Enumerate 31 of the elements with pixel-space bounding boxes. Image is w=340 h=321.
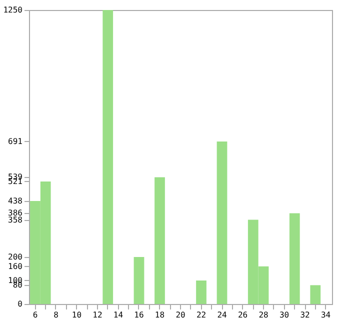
- bar: [154, 177, 165, 304]
- x-tick-label: 22: [196, 310, 206, 320]
- x-tick-label: 30: [279, 310, 290, 320]
- y-tick-label: 386: [8, 208, 23, 218]
- bar: [196, 280, 206, 304]
- x-tick-label: 34: [320, 310, 331, 320]
- x-tick-label: 24: [217, 310, 228, 320]
- bar: [310, 285, 321, 304]
- y-tick-label: 200: [8, 252, 23, 262]
- x-tick-label: 26: [238, 310, 248, 320]
- y-tick-label: 358: [8, 215, 23, 224]
- y-tick-label: 80: [12, 280, 23, 290]
- x-tick-label: 12: [92, 310, 102, 320]
- bar: [216, 141, 228, 304]
- y-tick-label: 438: [8, 196, 23, 206]
- x-tick-label: 18: [154, 310, 165, 320]
- y-tick-label: 160: [8, 262, 23, 271]
- y-tick-label: 1250: [3, 6, 23, 14]
- x-tick-label: 14: [113, 310, 124, 320]
- x-tick-label: 10: [72, 310, 82, 320]
- y-tick-label: 0: [18, 300, 23, 308]
- x-tick-label: 8: [54, 310, 59, 320]
- bar: [102, 10, 114, 304]
- bar: [134, 256, 144, 304]
- x-tick-label: 32: [300, 310, 310, 320]
- y-tick-label: 691: [8, 136, 23, 146]
- bar: [289, 213, 300, 304]
- x-tick-label: 20: [176, 310, 186, 320]
- x-tick-label: 28: [258, 310, 269, 320]
- x-tick-label: 6: [32, 310, 38, 320]
- x-tick-label: 16: [134, 310, 144, 320]
